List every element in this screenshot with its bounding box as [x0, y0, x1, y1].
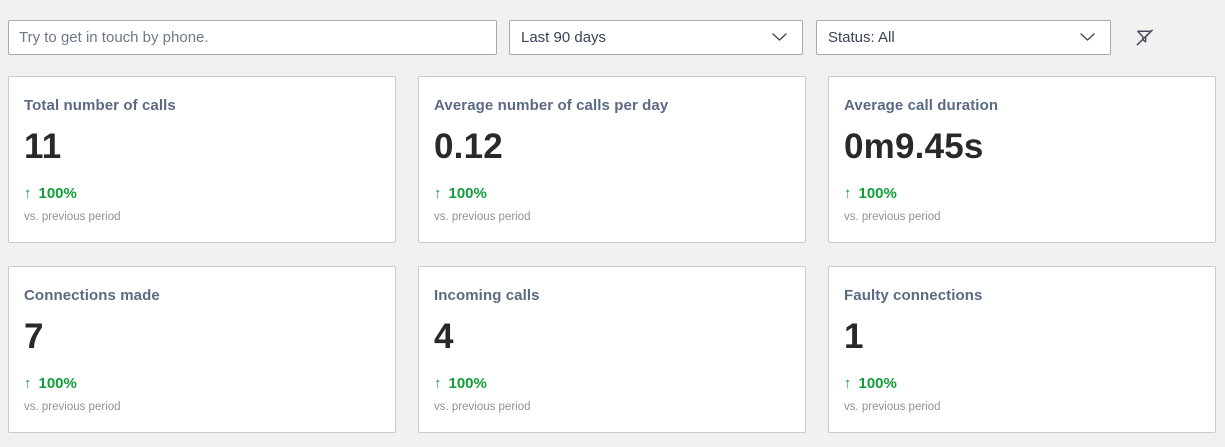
chevron-down-icon: [772, 33, 787, 42]
arrow-up-icon: ↑: [434, 375, 442, 392]
card-connections-made: Connections made 7 ↑ 100% vs. previous p…: [8, 266, 396, 433]
trend-indicator: ↑ 100%: [24, 185, 380, 202]
trend-indicator: ↑ 100%: [24, 375, 380, 392]
filters-bar: Last 90 days Status: All: [8, 20, 1216, 55]
card-value: 1: [844, 317, 864, 356]
arrow-up-icon: ↑: [24, 375, 32, 392]
dashboard: Last 90 days Status: All Total number of…: [0, 20, 1225, 433]
card-title: Average number of calls per day: [434, 97, 669, 114]
date-range-value: Last 90 days: [521, 29, 607, 46]
comparison-label: vs. previous period: [844, 211, 941, 223]
kpi-cards-grid: Total number of calls 11 ↑ 100% vs. prev…: [8, 76, 1216, 433]
trend-percent: 100%: [448, 185, 487, 202]
date-range-dropdown[interactable]: Last 90 days: [509, 20, 803, 55]
trend-percent: 100%: [858, 375, 897, 392]
trend-indicator: ↑ 100%: [844, 185, 1200, 202]
trend-percent: 100%: [858, 185, 897, 202]
arrow-up-icon: ↑: [434, 185, 442, 202]
trend-percent: 100%: [448, 375, 487, 392]
card-title: Total number of calls: [24, 97, 176, 114]
card-total-calls: Total number of calls 11 ↑ 100% vs. prev…: [8, 76, 396, 243]
chevron-down-icon: [1080, 33, 1095, 42]
filter-off-icon: [1133, 26, 1156, 49]
card-avg-calls-per-day: Average number of calls per day 0.12 ↑ 1…: [418, 76, 806, 243]
status-dropdown[interactable]: Status: All: [816, 20, 1111, 55]
trend-indicator: ↑ 100%: [844, 375, 1200, 392]
trend-indicator: ↑ 100%: [434, 185, 790, 202]
card-avg-call-duration: Average call duration 0m9.45s ↑ 100% vs.…: [828, 76, 1216, 243]
arrow-up-icon: ↑: [844, 185, 852, 202]
card-incoming-calls: Incoming calls 4 ↑ 100% vs. previous per…: [418, 266, 806, 433]
card-value: 0.12: [434, 127, 503, 166]
card-value: 7: [24, 317, 44, 356]
card-value: 11: [24, 127, 62, 166]
status-value: Status: All: [828, 29, 895, 46]
arrow-up-icon: ↑: [844, 375, 852, 392]
clear-filters-button[interactable]: [1128, 22, 1160, 54]
comparison-label: vs. previous period: [24, 211, 121, 223]
comparison-label: vs. previous period: [24, 401, 121, 413]
card-title: Connections made: [24, 287, 160, 304]
card-value: 4: [434, 317, 454, 356]
comparison-label: vs. previous period: [434, 401, 531, 413]
card-value: 0m9.45s: [844, 127, 984, 166]
comparison-label: vs. previous period: [844, 401, 941, 413]
comparison-label: vs. previous period: [434, 211, 531, 223]
card-title: Average call duration: [844, 97, 999, 114]
card-title: Faulty connections: [844, 287, 983, 304]
card-title: Incoming calls: [434, 287, 540, 304]
arrow-up-icon: ↑: [24, 185, 32, 202]
trend-indicator: ↑ 100%: [434, 375, 790, 392]
trend-percent: 100%: [38, 185, 77, 202]
card-faulty-connections: Faulty connections 1 ↑ 100% vs. previous…: [828, 266, 1216, 433]
search-input[interactable]: [8, 20, 497, 55]
trend-percent: 100%: [38, 375, 77, 392]
